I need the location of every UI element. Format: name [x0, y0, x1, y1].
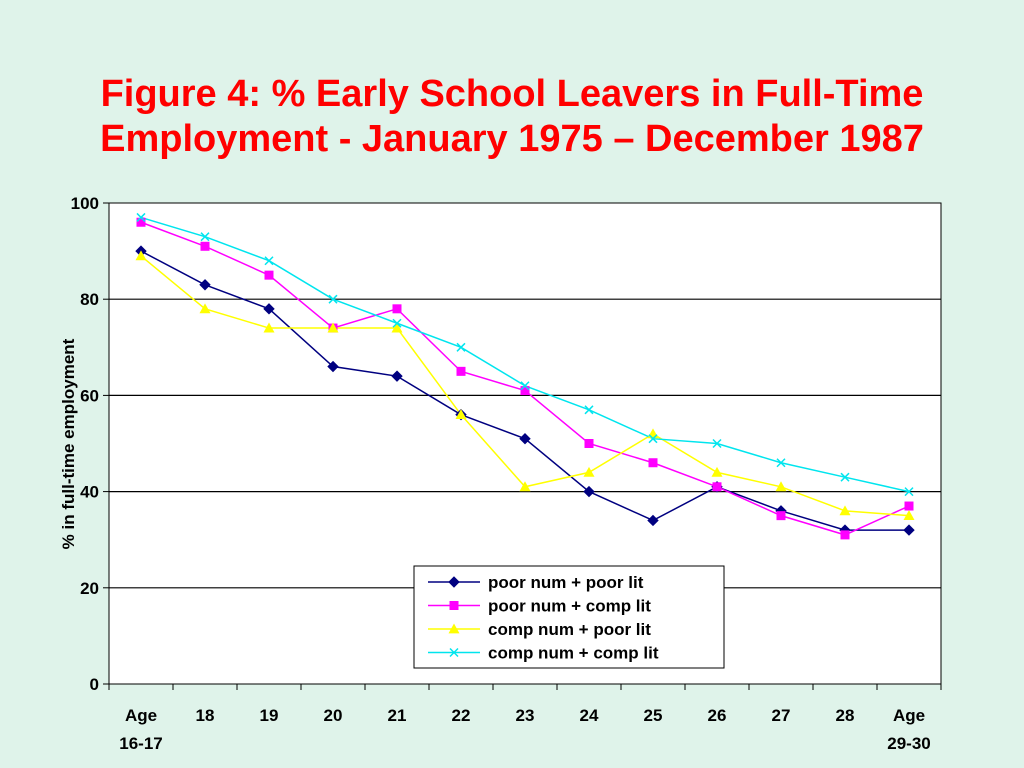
marker-square — [648, 458, 658, 468]
marker-square — [456, 366, 466, 376]
marker-triangle — [135, 250, 147, 261]
marker-cross — [520, 381, 530, 391]
marker-cross-stroke — [712, 438, 722, 449]
marker-diamond — [903, 524, 915, 536]
x-tick-label: 26 — [708, 706, 727, 725]
x-tick-label: Age — [893, 706, 925, 725]
marker-cross-stroke — [776, 458, 786, 468]
marker-triangle — [391, 322, 403, 333]
y-tick-label: 100 — [71, 194, 99, 213]
marker-triangle — [455, 409, 467, 420]
marker-diamond — [647, 514, 659, 527]
y-axis-title: % in full-time employment — [59, 338, 78, 549]
marker-cross — [840, 472, 850, 482]
marker-cross — [456, 342, 466, 352]
y-axis-ticks: 0 20 40 60 80 100 — [71, 194, 109, 694]
marker-cross-stroke — [392, 318, 402, 328]
x-tick-label: 28 — [836, 706, 855, 725]
marker-triangle — [327, 322, 339, 333]
marker-triangle — [775, 481, 787, 492]
marker-cross — [264, 256, 274, 266]
marker-triangle — [519, 481, 531, 492]
marker-cross — [712, 438, 722, 449]
marker-square — [136, 217, 146, 227]
x-tick-label: 21 — [388, 706, 407, 725]
marker-cross — [584, 405, 594, 415]
marker-diamond — [199, 279, 211, 291]
marker-square — [776, 511, 786, 521]
y-tick-label: 0 — [90, 675, 99, 694]
marker-cross-stroke — [200, 232, 210, 242]
marker-cross-stroke — [328, 294, 338, 304]
marker-cross — [392, 318, 402, 328]
x-tick-label: 24 — [580, 706, 599, 725]
marker-triangle — [839, 505, 851, 516]
marker-square — [904, 501, 914, 511]
marker-triangle — [199, 303, 211, 314]
marker-cross — [776, 458, 786, 468]
legend-label: comp num + comp lit — [488, 644, 659, 663]
marker-diamond — [519, 432, 531, 445]
marker-cross-stroke — [449, 647, 459, 658]
marker-square — [200, 241, 210, 251]
x-tick-label: Age — [125, 706, 157, 725]
marker-diamond — [391, 370, 403, 382]
x-tick-label: 25 — [644, 706, 663, 725]
marker-triangle — [583, 466, 595, 477]
marker-triangle — [711, 466, 723, 477]
x-tick-label: 23 — [516, 706, 535, 725]
marker-cross-stroke — [584, 405, 594, 415]
series-markers — [135, 212, 915, 540]
marker-cross — [449, 647, 459, 658]
gridlines — [109, 298, 941, 589]
marker-cross-stroke — [520, 381, 530, 391]
legend-box — [413, 565, 725, 669]
legend-label: comp num + poor lit — [488, 620, 651, 639]
y-tick-label: 80 — [80, 290, 99, 309]
marker-cross — [200, 232, 210, 242]
y-tick-label: 40 — [80, 483, 99, 502]
slide-title-line-1: Figure 4: % Early School Leavers in Full… — [100, 73, 924, 115]
marker-square — [712, 482, 722, 492]
x-tick-label: 27 — [772, 706, 791, 725]
marker-triangle — [263, 322, 275, 333]
marker-cross-stroke — [648, 434, 658, 444]
slide-title: Figure 4: % Early School Leavers in Full… — [40, 72, 984, 162]
marker-cross — [904, 487, 914, 497]
marker-cross-stroke — [264, 256, 274, 266]
y-tick-label: 20 — [80, 579, 99, 598]
marker-square — [449, 601, 459, 610]
marker-diamond — [583, 485, 595, 498]
marker-triangle — [448, 623, 460, 634]
x-axis-ticks: Age 16-17 18 19 20 21 22 23 24 25 26 27 28 Age 29-30 — [108, 684, 942, 753]
marker-cross — [136, 212, 146, 222]
slide-title-line-2: Employment - January 1975 – December 198… — [100, 118, 924, 160]
x-tick-label: 16-17 — [119, 734, 162, 753]
legend-label: poor num + comp lit — [488, 597, 651, 616]
x-tick-label: 29-30 — [887, 734, 930, 753]
legend-label: poor num + poor lit — [488, 573, 644, 592]
marker-triangle — [903, 510, 915, 521]
legend: poor num + poor lit poor num + comp lit co… — [413, 565, 725, 669]
x-tick-label: 18 — [196, 706, 215, 725]
marker-cross — [648, 434, 658, 444]
marker-diamond — [448, 576, 460, 588]
x-tick-label: 19 — [260, 706, 279, 725]
marker-cross-stroke — [840, 472, 850, 482]
marker-cross — [328, 294, 338, 304]
marker-diamond — [327, 360, 339, 373]
marker-square — [520, 386, 530, 396]
marker-square — [392, 304, 402, 314]
marker-cross-stroke — [136, 212, 146, 222]
marker-cross-stroke — [904, 487, 914, 497]
marker-cross-stroke — [456, 342, 466, 352]
marker-diamond — [263, 303, 275, 315]
x-tick-label: 20 — [324, 706, 343, 725]
y-tick-label: 60 — [80, 386, 99, 405]
marker-square — [840, 530, 850, 540]
marker-square — [264, 270, 274, 280]
marker-square — [584, 439, 594, 448]
x-tick-label: 22 — [452, 706, 471, 725]
